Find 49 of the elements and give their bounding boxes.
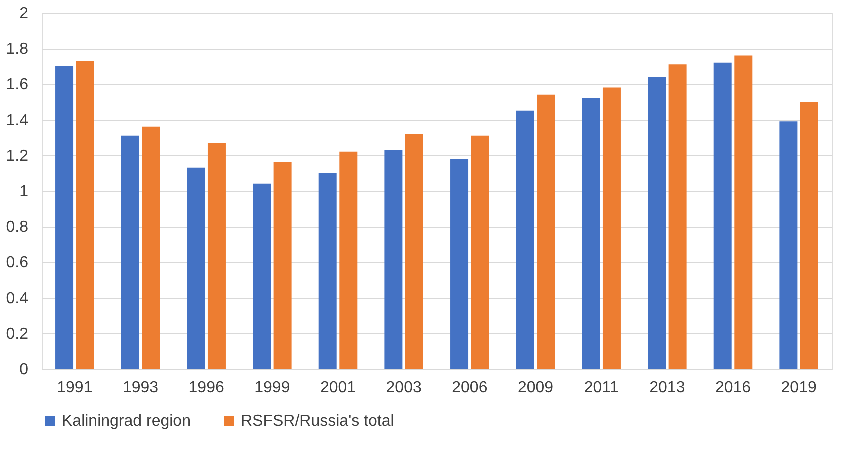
y-tick-label: 0.6 <box>6 254 29 272</box>
bar <box>602 88 621 369</box>
bar <box>405 134 424 369</box>
x-tick-label: 2016 <box>715 380 752 396</box>
bar <box>734 56 753 369</box>
x-tick-label: 2011 <box>584 380 619 396</box>
x-tick-label: 2009 <box>518 380 554 396</box>
y-tick-label: 1.8 <box>6 41 29 58</box>
bar <box>208 142 226 369</box>
x-tick-label: 1996 <box>188 380 224 396</box>
y-tick-label: 1 <box>20 184 29 200</box>
bar <box>780 122 798 369</box>
bar <box>537 94 556 369</box>
x-tick-label: 2006 <box>452 380 488 396</box>
bar <box>450 158 469 369</box>
y-tick-label: 0.2 <box>6 326 29 343</box>
x-tick-label: 1999 <box>254 380 290 396</box>
bar <box>76 61 94 369</box>
y-tick-label: 1.2 <box>6 148 29 165</box>
bar <box>668 64 687 369</box>
bar <box>340 152 358 369</box>
y-tick-label: 1.4 <box>6 112 29 130</box>
legend-label: RSFSR/Russia's total <box>241 413 394 430</box>
x-tick-label: 1991 <box>57 380 93 396</box>
bar <box>253 184 272 369</box>
y-tick-label: 0.4 <box>6 290 29 308</box>
y-tick-label: 2 <box>20 6 29 22</box>
bar <box>582 98 600 369</box>
y-tick-label: 0 <box>20 362 29 378</box>
y-tick-label: 0.8 <box>6 219 29 236</box>
bar <box>56 66 74 369</box>
bar <box>142 126 160 369</box>
y-tick-label: 1.6 <box>6 76 29 94</box>
bar <box>274 162 292 369</box>
x-tick-label: 2003 <box>386 380 422 396</box>
x-tick-label: 2013 <box>650 380 686 396</box>
bar <box>714 62 732 369</box>
x-tick-label: 2019 <box>781 380 817 396</box>
x-tick-label: 2001 <box>320 380 356 396</box>
bar <box>121 136 140 369</box>
bar <box>187 168 206 369</box>
x-tick-label: 1993 <box>122 380 159 396</box>
bar <box>516 110 534 369</box>
bar <box>318 173 337 369</box>
bar <box>384 150 403 369</box>
bar <box>648 77 666 369</box>
legend-label: Kaliningrad region <box>62 413 191 430</box>
bar <box>800 102 818 369</box>
bar <box>471 136 490 369</box>
